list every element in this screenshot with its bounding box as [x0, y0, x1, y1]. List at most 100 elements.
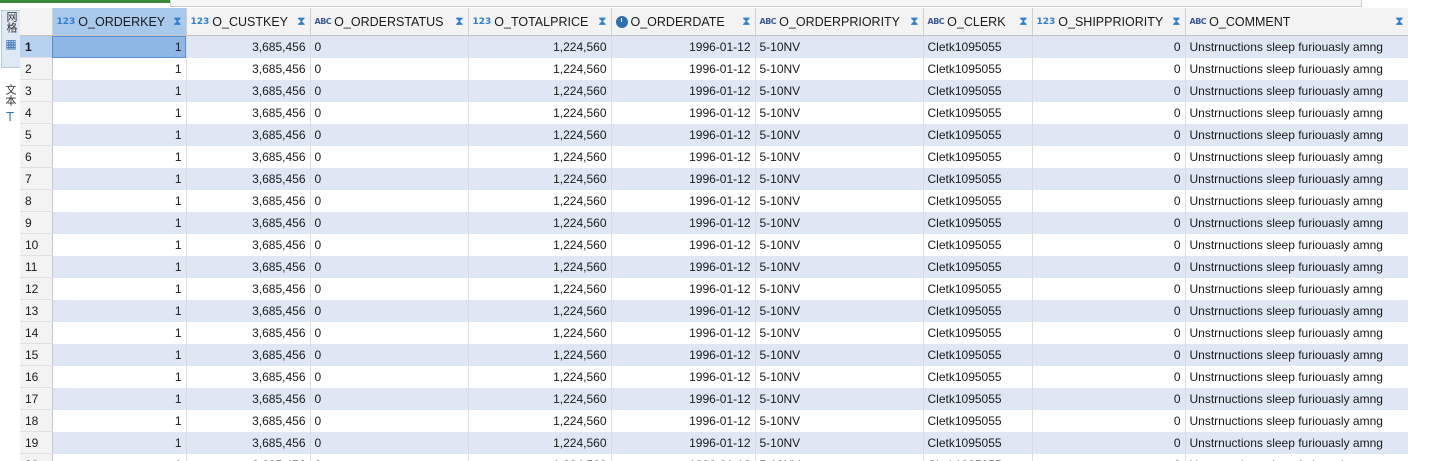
cell-o-custkey[interactable]: 3,685,456 — [186, 145, 311, 168]
cell-o-custkey[interactable]: 3,685,456 — [186, 189, 311, 212]
cell-o-clerk[interactable]: Cletk1095055 — [923, 299, 1033, 322]
cell-o-custkey[interactable]: 3,685,456 — [186, 299, 311, 322]
cell-o-clerk[interactable]: Cletk1095055 — [923, 35, 1033, 58]
column-header-o-comment[interactable]: ABC O_COMMENT ⧗ — [1185, 8, 1408, 36]
cell-o-orderdate[interactable]: 1996-01-12 — [611, 57, 756, 80]
column-header-o-custkey[interactable]: 123 O_CUSTKEY ⧗ — [186, 8, 311, 36]
cell-o-orderstatus[interactable]: 0 — [310, 57, 469, 80]
cell-o-orderkey[interactable]: 1 — [52, 453, 187, 461]
cell-o-orderdate[interactable]: 1996-01-12 — [611, 35, 756, 58]
table-row[interactable]: 15 1 3,685,456 0 1,224,560 1996-01-12 5-10NV Cl… — [20, 343, 1408, 366]
table-row[interactable]: 5 1 3,685,456 0 1,224,560 1996-01-12 5-10NV Cle… — [20, 123, 1408, 146]
cell-o-comment[interactable]: Unstrnuctions sleep furiouasly amng — [1185, 343, 1408, 366]
table-row[interactable]: 10 1 3,685,456 0 1,224,560 1996-01-12 5-10NV Cl… — [20, 233, 1408, 256]
cell-o-orderkey[interactable]: 1 — [52, 299, 187, 322]
cell-o-custkey[interactable]: 3,685,456 — [186, 343, 311, 366]
cell-o-orderstatus[interactable]: 0 — [310, 431, 469, 454]
cell-o-orderstatus[interactable]: 0 — [310, 365, 469, 388]
cell-o-shippriority[interactable]: 0 — [1032, 453, 1186, 461]
row-number[interactable]: 14 — [20, 321, 53, 344]
cell-o-shippriority[interactable]: 0 — [1032, 101, 1186, 124]
cell-o-custkey[interactable]: 3,685,456 — [186, 57, 311, 80]
cell-o-totalprice[interactable]: 1,224,560 — [468, 79, 612, 102]
cell-o-orderdate[interactable]: 1996-01-12 — [611, 277, 756, 300]
cell-o-custkey[interactable]: 3,685,456 — [186, 431, 311, 454]
table-row[interactable]: 14 1 3,685,456 0 1,224,560 1996-01-12 5-10NV Cl… — [20, 321, 1408, 344]
cell-o-orderpriority[interactable]: 5-10NV — [755, 365, 924, 388]
cell-o-shippriority[interactable]: 0 — [1032, 123, 1186, 146]
table-row[interactable]: 1 1 3,685,456 0 1,224,560 1996-01-12 5-10NV Cle… — [20, 35, 1408, 58]
cell-o-orderkey[interactable]: 1 — [52, 233, 187, 256]
cell-o-totalprice[interactable]: 1,224,560 — [468, 123, 612, 146]
cell-o-orderkey[interactable]: 1 — [52, 101, 187, 124]
cell-o-shippriority[interactable]: 0 — [1032, 409, 1186, 432]
cell-o-shippriority[interactable]: 0 — [1032, 211, 1186, 234]
cell-o-comment[interactable]: Unstrnuctions sleep furiouasly amng — [1185, 409, 1408, 432]
cell-o-comment[interactable]: Unstrnuctions sleep furiouasly amng — [1185, 145, 1408, 168]
cell-o-totalprice[interactable]: 1,224,560 — [468, 101, 612, 124]
filter-sort-icon[interactable]: ⧗ — [1172, 14, 1181, 28]
table-row[interactable]: 12 1 3,685,456 0 1,224,560 1996-01-12 5-10NV Cl… — [20, 277, 1408, 300]
cell-o-orderdate[interactable]: 1996-01-12 — [611, 321, 756, 344]
row-number[interactable]: 18 — [20, 409, 53, 432]
cell-o-shippriority[interactable]: 0 — [1032, 145, 1186, 168]
row-number[interactable]: 9 — [20, 211, 53, 234]
cell-o-comment[interactable]: Unstrnuctions sleep furiouasly amng — [1185, 189, 1408, 212]
cell-o-comment[interactable]: Unstrnuctions sleep furiouasly amng — [1185, 123, 1408, 146]
horizontal-scrollbar[interactable] — [170, 0, 1362, 7]
cell-o-custkey[interactable]: 3,685,456 — [186, 211, 311, 234]
cell-o-totalprice[interactable]: 1,224,560 — [468, 409, 612, 432]
cell-o-shippriority[interactable]: 0 — [1032, 277, 1186, 300]
cell-o-clerk[interactable]: Cletk1095055 — [923, 233, 1033, 256]
cell-o-custkey[interactable]: 3,685,456 — [186, 123, 311, 146]
table-row[interactable]: 17 1 3,685,456 0 1,224,560 1996-01-12 5-10NV Cl… — [20, 387, 1408, 410]
cell-o-orderpriority[interactable]: 5-10NV — [755, 145, 924, 168]
table-row[interactable]: 2 1 3,685,456 0 1,224,560 1996-01-12 5-10NV Cle… — [20, 57, 1408, 80]
cell-o-comment[interactable]: Unstrnuctions sleep furiouasly amng — [1185, 211, 1408, 234]
grid-corner[interactable] — [20, 8, 53, 36]
cell-o-orderkey[interactable]: 1 — [52, 387, 187, 410]
cell-o-orderstatus[interactable]: 0 — [310, 343, 469, 366]
cell-o-clerk[interactable]: Cletk1095055 — [923, 277, 1033, 300]
cell-o-comment[interactable]: Unstrnuctions sleep furiouasly amng — [1185, 79, 1408, 102]
cell-o-comment[interactable]: Unstrnuctions sleep furiouasly amng — [1185, 365, 1408, 388]
cell-o-shippriority[interactable]: 0 — [1032, 365, 1186, 388]
cell-o-totalprice[interactable]: 1,224,560 — [468, 343, 612, 366]
cell-o-orderkey[interactable]: 1 — [52, 35, 187, 58]
cell-o-custkey[interactable]: 3,685,456 — [186, 277, 311, 300]
cell-o-orderpriority[interactable]: 5-10NV — [755, 233, 924, 256]
cell-o-clerk[interactable]: Cletk1095055 — [923, 453, 1033, 461]
cell-o-custkey[interactable]: 3,685,456 — [186, 101, 311, 124]
column-header-o-orderpriority[interactable]: ABC O_ORDERPRIORITY ⧗ — [755, 8, 924, 36]
filter-sort-icon[interactable]: ⧗ — [910, 14, 919, 28]
row-number[interactable]: 1 — [20, 35, 53, 58]
column-header-o-orderkey[interactable]: 123 O_ORDERKEY ⧗ — [52, 8, 187, 36]
cell-o-orderpriority[interactable]: 5-10NV — [755, 255, 924, 278]
cell-o-shippriority[interactable]: 0 — [1032, 299, 1186, 322]
cell-o-orderstatus[interactable]: 0 — [310, 321, 469, 344]
cell-o-totalprice[interactable]: 1,224,560 — [468, 35, 612, 58]
cell-o-shippriority[interactable]: 0 — [1032, 79, 1186, 102]
cell-o-orderdate[interactable]: 1996-01-12 — [611, 255, 756, 278]
cell-o-orderpriority[interactable]: 5-10NV — [755, 101, 924, 124]
cell-o-orderdate[interactable]: 1996-01-12 — [611, 211, 756, 234]
cell-o-orderdate[interactable]: 1996-01-12 — [611, 387, 756, 410]
cell-o-orderdate[interactable]: 1996-01-12 — [611, 233, 756, 256]
cell-o-orderdate[interactable]: 1996-01-12 — [611, 431, 756, 454]
cell-o-custkey[interactable]: 3,685,456 — [186, 453, 311, 461]
table-row[interactable]: 4 1 3,685,456 0 1,224,560 1996-01-12 5-10NV Cle… — [20, 101, 1408, 124]
cell-o-orderstatus[interactable]: 0 — [310, 145, 469, 168]
cell-o-orderkey[interactable]: 1 — [52, 343, 187, 366]
cell-o-orderpriority[interactable]: 5-10NV — [755, 57, 924, 80]
row-number[interactable]: 16 — [20, 365, 53, 388]
cell-o-orderpriority[interactable]: 5-10NV — [755, 189, 924, 212]
cell-o-orderkey[interactable]: 1 — [52, 145, 187, 168]
cell-o-orderdate[interactable]: 1996-01-12 — [611, 101, 756, 124]
cell-o-orderkey[interactable]: 1 — [52, 321, 187, 344]
cell-o-comment[interactable]: Unstrnuctions sleep furiouasly amng — [1185, 167, 1408, 190]
cell-o-clerk[interactable]: Cletk1095055 — [923, 365, 1033, 388]
cell-o-orderdate[interactable]: 1996-01-12 — [611, 189, 756, 212]
tab-text-view[interactable]: 文本 T — [1, 84, 19, 128]
cell-o-comment[interactable]: Unstrnuctions sleep furiouasly amng — [1185, 35, 1408, 58]
cell-o-orderstatus[interactable]: 0 — [310, 211, 469, 234]
